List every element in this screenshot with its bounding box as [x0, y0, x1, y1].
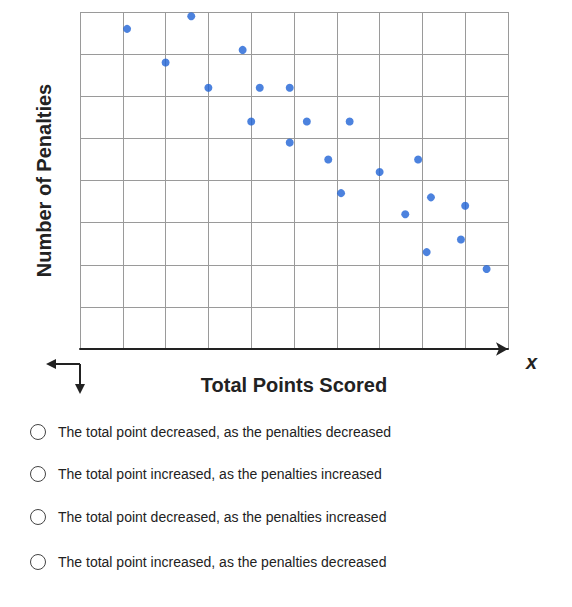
html-text:The total point increased, as: The total point increased, as the penalt…	[58, 466, 382, 482]
svg-text:x: x	[525, 351, 538, 373]
html-text:The total point decreased, as: The total point decreased, as the penalt…	[58, 509, 387, 525]
html-text:The total point decreased, as: The total point decreased, as the penalt…	[58, 424, 392, 440]
svg-text:Number of Penalties: Number of Penalties	[33, 84, 55, 277]
html-text:The total point increased, as: The total point increased, as the penalt…	[58, 554, 387, 570]
svg-text:Total Points Scored: Total Points Scored	[201, 374, 387, 396]
